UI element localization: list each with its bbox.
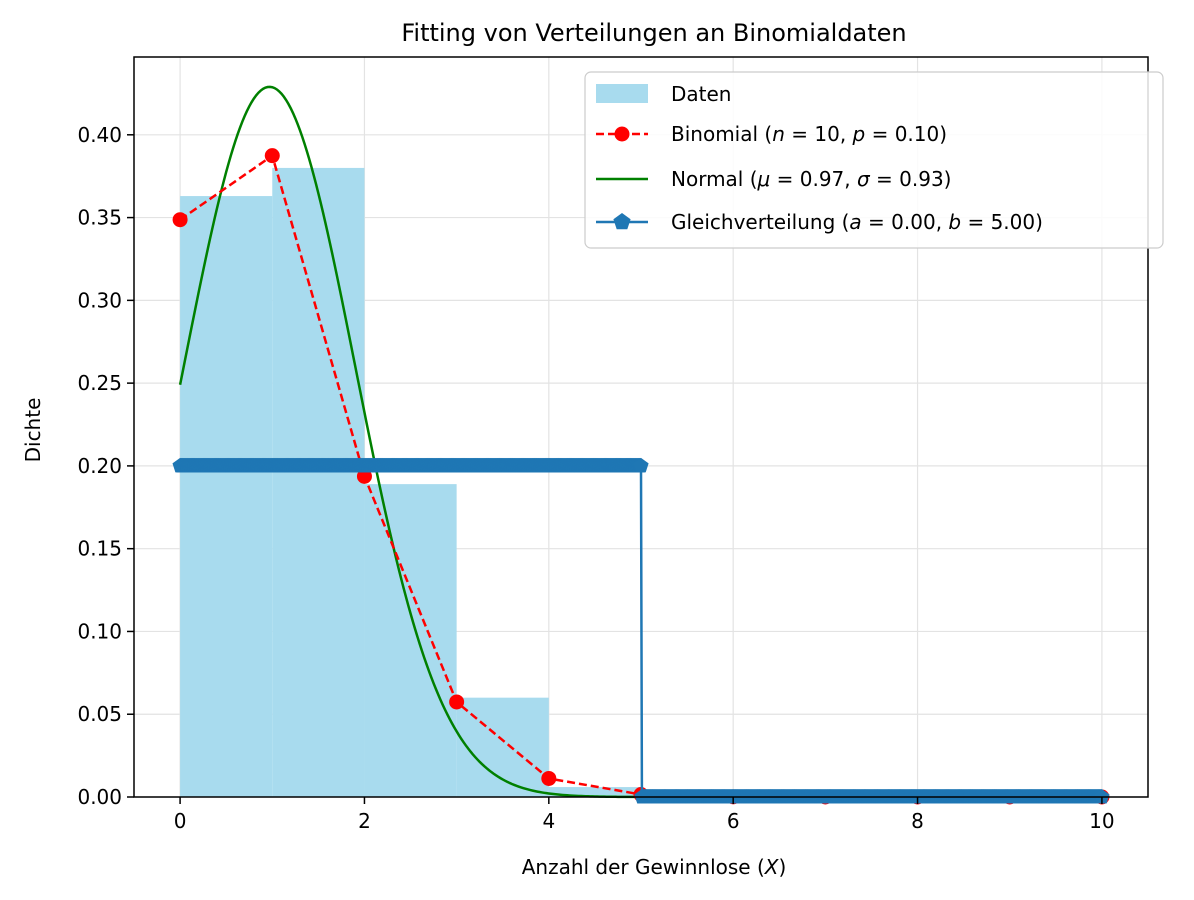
x-axis-label-text: Anzahl der Gewinnlose ( bbox=[522, 855, 765, 879]
legend-normal-prefix: Normal ( bbox=[671, 167, 758, 191]
binomial-point-0 bbox=[172, 212, 188, 228]
x-tick-label-1: 2 bbox=[358, 809, 371, 833]
legend-normal-mu-val: = 0.97, bbox=[770, 167, 857, 191]
legend-marker-uniform bbox=[613, 213, 631, 230]
axis-ticks: 0 2 4 6 8 10 0.00 0.05 0.10 0.15 0.20 0.25 0.30 0.35 0… bbox=[77, 123, 1114, 833]
legend: Daten Binomial (n = 10, p = 0.10) Normal… bbox=[584, 71, 1164, 249]
uniform-marker-500 bbox=[633, 457, 649, 473]
legend-binomial-p-val: = 0.10) bbox=[865, 122, 947, 146]
hist-bar-0 bbox=[180, 196, 273, 797]
y-tick-label-8: 0.40 bbox=[77, 123, 122, 147]
legend-uniform-b-val: = 5.00) bbox=[961, 210, 1043, 234]
y-tick-label-7: 0.35 bbox=[77, 206, 122, 230]
legend-box bbox=[584, 71, 1164, 249]
x-axis-label-var: X bbox=[764, 855, 780, 879]
legend-uniform-prefix: Gleichverteilung ( bbox=[671, 210, 849, 234]
hist-bar-4 bbox=[548, 787, 641, 797]
y-tick-label-3: 0.15 bbox=[77, 537, 122, 561]
legend-marker-binomial bbox=[614, 126, 630, 142]
legend-uniform-a-val: = 0.00, bbox=[862, 210, 949, 234]
legend-label-uniform: Gleichverteilung (a = 0.00, b = 5.00) bbox=[671, 210, 1043, 234]
x-tick-label-0: 0 bbox=[174, 809, 187, 833]
chart-title: Fitting von Verteilungen an Binomialdate… bbox=[401, 19, 906, 47]
legend-label-daten: Daten bbox=[671, 82, 731, 106]
binomial-point-3 bbox=[449, 694, 465, 710]
y-tick-label-4: 0.20 bbox=[77, 454, 122, 478]
legend-normal-mu-sym: μ bbox=[757, 167, 771, 191]
legend-normal-sigma-val: = 0.93) bbox=[870, 167, 952, 191]
x-tick-label-5: 10 bbox=[1089, 809, 1114, 833]
x-axis-label: Anzahl der Gewinnlose (X) bbox=[522, 855, 787, 879]
x-axis-label-end: ) bbox=[778, 855, 786, 879]
legend-binomial-n-sym: n bbox=[772, 122, 785, 146]
legend-uniform-a-sym: a bbox=[849, 210, 861, 234]
legend-normal-sigma-sym: σ bbox=[857, 167, 871, 191]
hist-bar-3 bbox=[456, 697, 549, 797]
legend-binomial-prefix: Binomial ( bbox=[671, 122, 772, 146]
legend-swatch-daten bbox=[596, 84, 648, 103]
uniform-series bbox=[172, 457, 1110, 804]
y-axis-label: Dichte bbox=[21, 398, 45, 463]
y-tick-label-1: 0.05 bbox=[77, 702, 122, 726]
binomial-point-2 bbox=[356, 468, 372, 484]
legend-binomial-n-val: = 10, bbox=[785, 122, 853, 146]
y-tick-label-5: 0.25 bbox=[77, 371, 122, 395]
legend-binomial-p-sym: p bbox=[852, 122, 866, 146]
legend-label-normal: Normal (μ = 0.97, σ = 0.93) bbox=[671, 167, 951, 191]
hist-bar-1 bbox=[272, 167, 365, 797]
y-tick-label-0: 0.00 bbox=[77, 785, 122, 809]
x-tick-label-3: 6 bbox=[727, 809, 740, 833]
x-tick-label-2: 4 bbox=[542, 809, 555, 833]
binomial-point-4 bbox=[541, 770, 557, 786]
y-tick-label-6: 0.30 bbox=[77, 288, 122, 312]
y-tick-label-2: 0.10 bbox=[77, 619, 122, 643]
binomial-point-1 bbox=[264, 148, 280, 164]
legend-label-binomial: Binomial (n = 10, p = 0.10) bbox=[671, 122, 947, 146]
hist-bar-2 bbox=[364, 484, 457, 797]
uniform-marker-1000 bbox=[1094, 789, 1110, 804]
plot-frame bbox=[133, 56, 1149, 798]
x-tick-label-4: 8 bbox=[911, 809, 924, 833]
legend-uniform-b-sym: b bbox=[948, 210, 961, 234]
